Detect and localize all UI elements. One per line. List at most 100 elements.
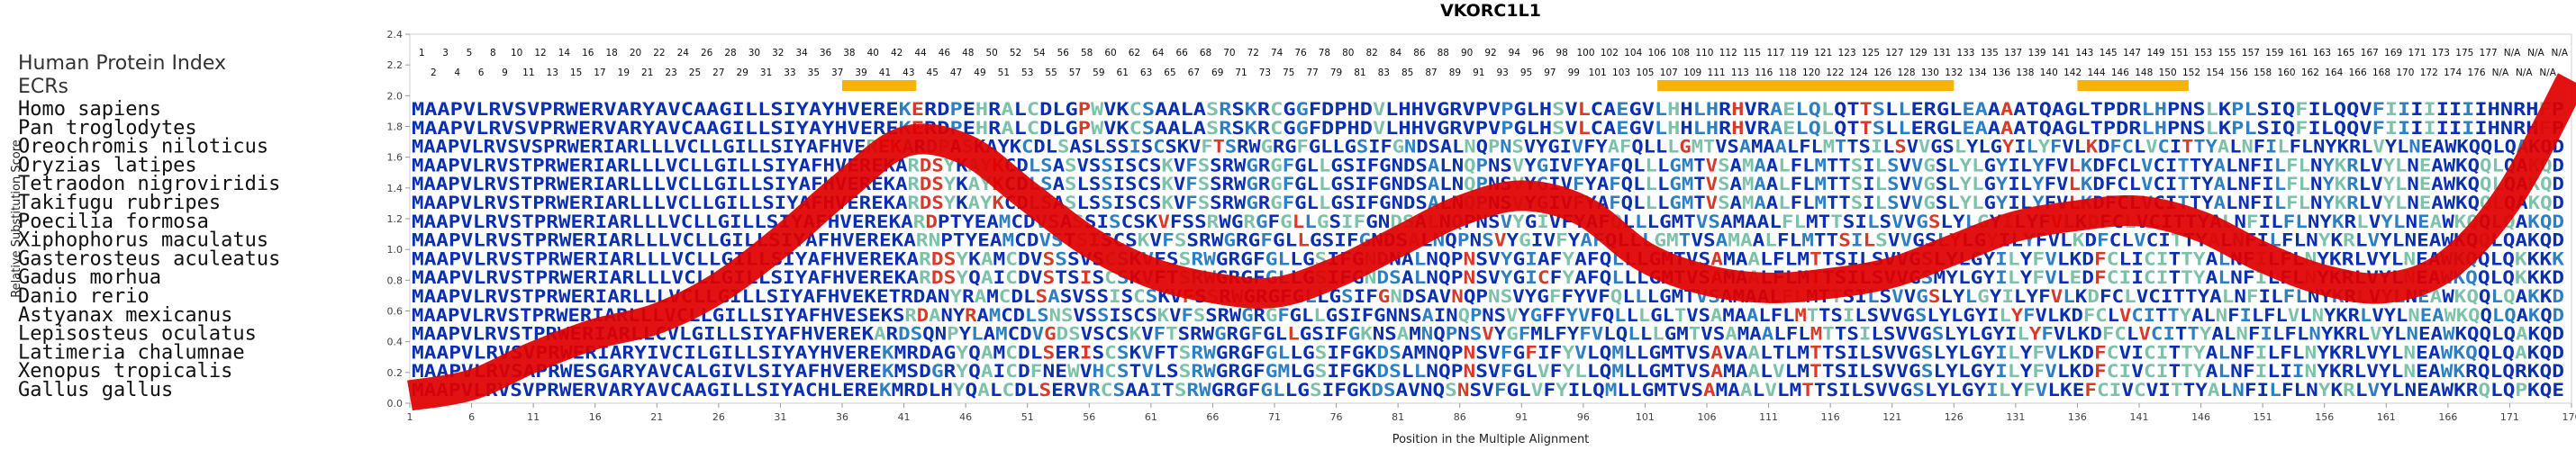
protein-index-number: 164 xyxy=(2325,68,2343,78)
protein-index-number: 41 xyxy=(879,68,891,78)
x-axis-label: Position in the Multiple Alignment xyxy=(1392,433,1590,446)
protein-index-number: 18 xyxy=(605,48,617,58)
protein-index-number: 87 xyxy=(1425,68,1437,78)
protein-index-number: 121 xyxy=(1814,48,1832,58)
data-point xyxy=(1519,194,1523,197)
protein-index-number: 64 xyxy=(1152,48,1165,58)
protein-index-number: 50 xyxy=(985,48,997,58)
species-name: Oreochromis niloticus xyxy=(18,136,268,158)
protein-index-number: 113 xyxy=(1731,68,1749,78)
protein-index-number: 21 xyxy=(641,68,653,78)
protein-index-number: 165 xyxy=(2336,48,2354,58)
protein-index-number: 29 xyxy=(737,68,748,78)
protein-index-number: 137 xyxy=(2004,48,2022,58)
species-name: Astyanax mexicanus xyxy=(18,304,232,327)
data-point xyxy=(531,356,535,359)
species-name: Gallus gallus xyxy=(18,379,173,401)
protein-index-number: 83 xyxy=(1378,68,1390,78)
alignment-sequence: MAAPVLRVSTPRWERIARLLLVCLLGILLSIYAFHVEREK… xyxy=(412,155,2564,176)
protein-index-number: 150 xyxy=(2159,68,2177,78)
x-tick-label: 26 xyxy=(712,411,725,423)
y-tick-label: 1.8 xyxy=(387,122,404,133)
protein-index-number: 94 xyxy=(1509,48,1521,58)
protein-index-number: 130 xyxy=(1921,68,1939,78)
protein-index-number: 135 xyxy=(1981,48,1999,58)
protein-index-number: 58 xyxy=(1081,48,1093,58)
protein-index-number: 15 xyxy=(570,68,582,78)
alignment-sequence: MAAPVLRVSVSPRWERIARLLLVCLLGILLSIYAFHVERE… xyxy=(412,137,2564,158)
species-name: Tetraodon nigroviridis xyxy=(18,173,280,195)
protein-index-number: 65 xyxy=(1164,68,1175,78)
y-tick-label: 2.0 xyxy=(387,90,404,102)
protein-index-number: N/A xyxy=(2552,48,2569,58)
protein-index-number: 75 xyxy=(1283,68,1294,78)
x-tick-label: 96 xyxy=(1577,411,1590,423)
alignment-sequence: MAAPVLRVSTPRWERIARLLLVCLLGILLSIYAFHVESEK… xyxy=(412,305,2564,326)
y-tick-label: 0.2 xyxy=(387,367,404,379)
protein-index-number: 60 xyxy=(1104,48,1116,58)
protein-index-number: N/A xyxy=(2527,48,2544,58)
y-tick-label: 1.0 xyxy=(387,244,404,256)
x-tick-label: 126 xyxy=(1945,411,1964,423)
protein-index-number: 126 xyxy=(1873,68,1891,78)
data-point xyxy=(778,240,782,244)
protein-index-number: 168 xyxy=(2372,68,2390,78)
data-point xyxy=(1891,271,1894,274)
protein-index-number: 33 xyxy=(784,68,795,78)
protein-index-number: 107 xyxy=(1660,68,1678,78)
species-name: Gasterosteus aculeatus xyxy=(18,248,280,270)
x-tick-label: 151 xyxy=(2254,411,2272,423)
data-point xyxy=(717,286,721,290)
protein-index-number: 86 xyxy=(1413,48,1426,58)
x-tick-label: 86 xyxy=(1454,411,1466,423)
protein-index-number: 39 xyxy=(855,68,866,78)
x-tick-label: 166 xyxy=(2438,411,2457,423)
protein-index-number: 2 xyxy=(431,68,437,78)
protein-index-number: 6 xyxy=(478,68,485,78)
x-tick-label: 91 xyxy=(1515,411,1528,423)
protein-index-number: 162 xyxy=(2301,68,2319,78)
protein-index-number: 14 xyxy=(558,48,571,58)
protein-index-number: 90 xyxy=(1461,48,1473,58)
protein-index-number: 44 xyxy=(914,48,927,58)
data-point xyxy=(408,393,412,397)
protein-index-number: 74 xyxy=(1271,48,1283,58)
protein-index-number: 82 xyxy=(1365,48,1377,58)
protein-index-number: 106 xyxy=(1648,48,1666,58)
data-point xyxy=(2075,214,2079,218)
y-tick-label: 2.4 xyxy=(387,29,404,40)
protein-index-number: 52 xyxy=(1010,48,1021,58)
ecr-bar xyxy=(1657,80,1955,91)
protein-index-number: 10 xyxy=(511,48,522,58)
protein-index-number: 159 xyxy=(2265,48,2283,58)
y-tick-label: 0.8 xyxy=(387,274,404,286)
protein-index-number: 158 xyxy=(2254,68,2272,78)
protein-index-number: 80 xyxy=(1342,48,1354,58)
data-point xyxy=(1335,271,1338,274)
protein-index-number: 155 xyxy=(2218,48,2236,58)
protein-index-number: 134 xyxy=(1969,68,1987,78)
protein-index-number: 171 xyxy=(2408,48,2426,58)
protein-index-number: 128 xyxy=(1898,68,1916,78)
protein-index-number: 19 xyxy=(618,68,630,78)
protein-index-number: 116 xyxy=(1755,68,1773,78)
y-axis-label: Relative Substitution Score xyxy=(10,140,23,298)
protein-index-number: 136 xyxy=(1992,68,2010,78)
protein-index-number: 177 xyxy=(2480,48,2498,58)
protein-index-number: 166 xyxy=(2349,68,2367,78)
protein-index-number: 36 xyxy=(820,48,832,58)
x-tick-label: 56 xyxy=(1083,411,1095,423)
protein-index-number: N/A xyxy=(2492,68,2509,78)
x-tick-label: 16 xyxy=(589,411,602,423)
protein-index-number: 138 xyxy=(2016,68,2034,78)
x-tick-label: 121 xyxy=(1882,411,1901,423)
protein-index-number: 127 xyxy=(1885,48,1903,58)
protein-index-number: 95 xyxy=(1520,68,1532,78)
protein-index-number: 117 xyxy=(1766,48,1784,58)
species-name: Xiphophorus maculatus xyxy=(18,230,268,252)
y-tick-label: 0.4 xyxy=(387,337,404,348)
data-point xyxy=(1828,282,1832,285)
alignment-sequence: MAAPVLRVSTPRWERIARLLCVLGILLSIYAFHVEREKAR… xyxy=(412,324,2564,345)
